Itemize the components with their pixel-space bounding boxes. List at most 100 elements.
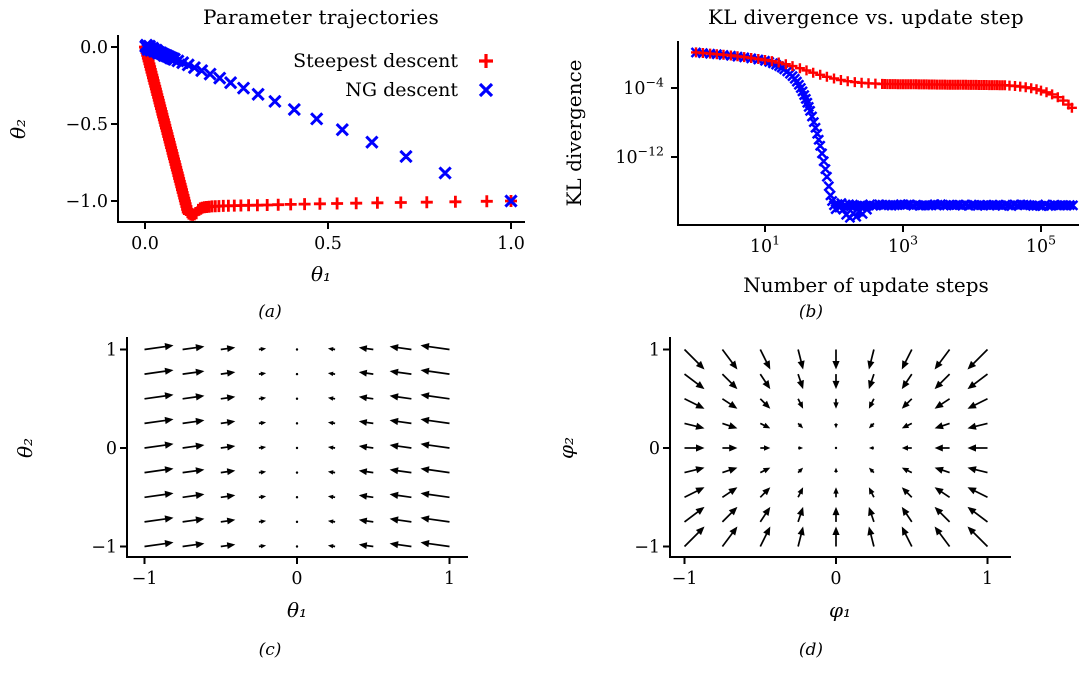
panel-c-xlabel: θ₁ (286, 598, 308, 622)
vector-shaft (426, 468, 450, 474)
vector-dot (295, 496, 299, 499)
vector-head (164, 392, 174, 400)
tick-label: 0.0 (131, 234, 159, 254)
vector-head (868, 467, 875, 473)
vector-head (762, 506, 771, 516)
vector-shaft (797, 349, 803, 364)
vector-head (260, 347, 267, 352)
vector-head (260, 544, 267, 549)
vector-shaft (395, 346, 412, 351)
vector-head (226, 419, 236, 426)
vector-shaft (683, 373, 700, 386)
vector-head (967, 401, 977, 409)
axis-spines (669, 337, 1011, 558)
vector-head (327, 396, 334, 401)
vector-head (728, 422, 738, 430)
vector-head (934, 422, 944, 430)
tick-label: 1 (982, 569, 993, 589)
panel-b-caption: (b) (798, 302, 824, 322)
tick-label: 0 (106, 439, 117, 459)
vector-head (728, 487, 738, 495)
vector-head (967, 466, 977, 474)
vector-head (868, 487, 875, 495)
vector-shaft (426, 370, 450, 375)
vector-head (420, 490, 430, 498)
vector-shaft (144, 542, 168, 548)
legend-item-ng-descent: NG descent (250, 77, 496, 103)
vector-head (764, 445, 771, 451)
vector-head (934, 506, 944, 516)
vector-head (195, 368, 205, 376)
axis-spines (126, 337, 468, 558)
vector-head (729, 444, 738, 452)
vector-head (195, 467, 205, 475)
vector-shaft (182, 543, 199, 548)
vector-shaft (759, 531, 769, 547)
vector-head (327, 544, 334, 549)
vector-head (195, 417, 205, 426)
vector-shaft (144, 493, 168, 499)
vector-head (901, 400, 910, 409)
tick-label: 1 (106, 341, 117, 361)
vector-shaft (144, 394, 168, 400)
vector-head (934, 360, 943, 370)
axis-spines (677, 41, 1079, 226)
vector-shaft (683, 530, 701, 548)
vector-shaft (182, 494, 199, 499)
vector-head (695, 401, 705, 409)
tick-label: 103 (888, 233, 918, 258)
vector-head (164, 416, 174, 425)
vector-head (358, 345, 368, 352)
panel-b-title: KL divergence vs. update step (708, 5, 1024, 29)
panel-a-title: Parameter trajectories (202, 5, 440, 29)
series-ng-descent-markers (690, 47, 1079, 224)
vector-head (389, 442, 399, 450)
tick-label: 0 (830, 569, 841, 589)
vector-head (763, 526, 771, 536)
vector-shaft (182, 444, 199, 449)
tick-label: 10−12 (615, 144, 664, 169)
vector-head (967, 360, 977, 370)
vector-shaft (144, 419, 168, 425)
vector-head (195, 491, 205, 499)
plus-marker-icon (479, 54, 493, 68)
vector-head (729, 526, 738, 536)
tick-label: 105 (1026, 233, 1056, 258)
vector-head (695, 526, 705, 536)
vector-head (763, 360, 771, 370)
vector-head (868, 506, 875, 517)
vector-shaft (684, 398, 700, 407)
vector-head (260, 470, 267, 475)
vector-shaft (144, 443, 168, 449)
vector-shaft (395, 494, 412, 499)
vector-head (260, 420, 267, 426)
vector-head (327, 470, 334, 475)
vector-shaft (182, 346, 199, 351)
vector-head (226, 394, 236, 402)
vector-shaft (721, 348, 735, 365)
vector-shaft (395, 543, 412, 548)
vector-dot (295, 422, 299, 425)
vector-head (728, 380, 738, 390)
panel-d: −1 0 1 1 0 −1 (634, 337, 1011, 589)
vector-head (901, 506, 910, 516)
vector-dot (295, 372, 299, 376)
vector-head (389, 467, 399, 475)
vector-head (420, 540, 430, 548)
vector-head (762, 400, 771, 409)
tick-label: −1 (91, 538, 117, 558)
panel-c-ylabel: θ₂ (13, 437, 37, 459)
vector-head (832, 361, 840, 370)
vector-head (260, 396, 267, 401)
vector-head (967, 444, 976, 452)
vector-head (934, 444, 943, 452)
vector-head (967, 487, 977, 495)
vector-head (327, 371, 334, 377)
tick-label: 1 (649, 341, 660, 361)
vector-head (226, 517, 236, 525)
vector-shaft (144, 517, 168, 523)
vector-head (832, 506, 840, 516)
vector-head (420, 441, 430, 449)
vector-head (389, 417, 399, 426)
vector-head (695, 381, 705, 390)
